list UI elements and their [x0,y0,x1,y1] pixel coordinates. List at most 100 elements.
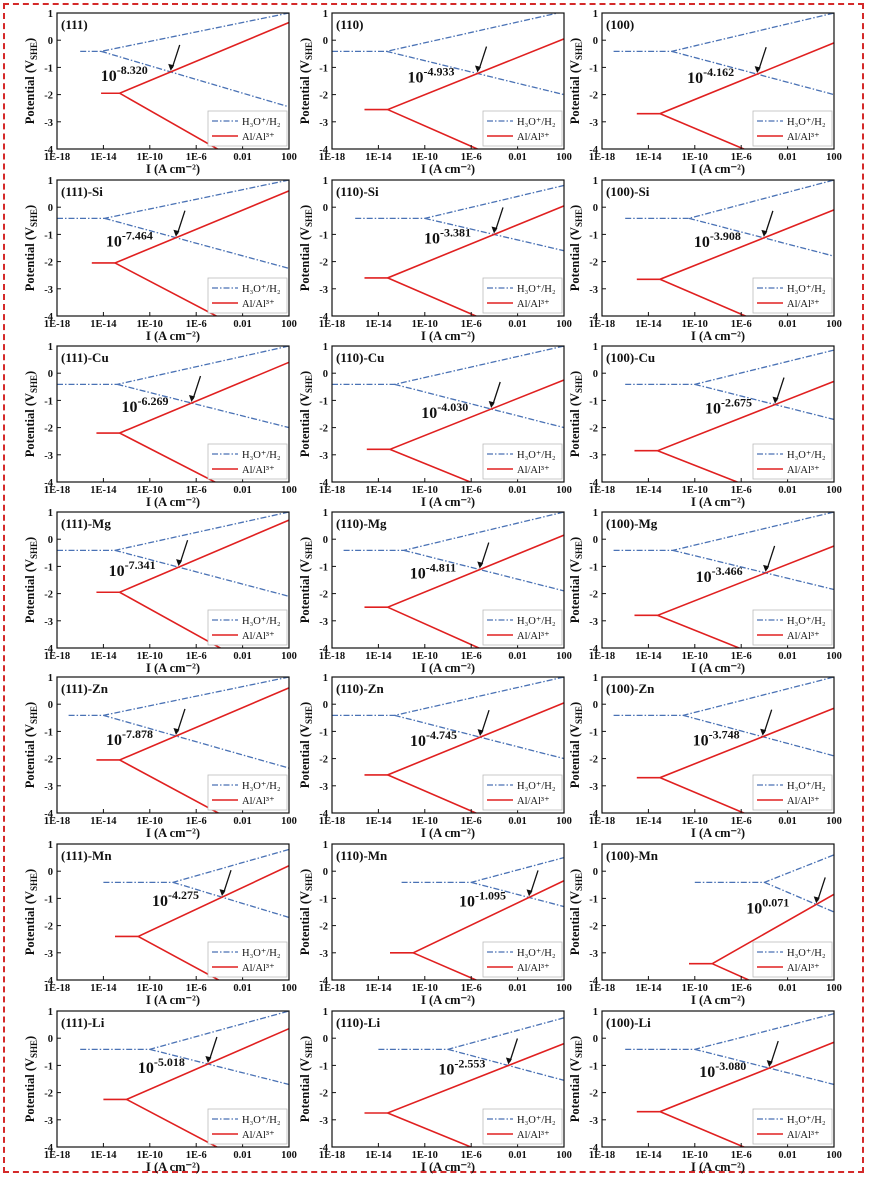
x-tick-label: 1E-18 [319,485,345,496]
x-tick-label: 1E-6 [461,485,482,496]
y-axis-title-subscript: SHE [29,209,39,227]
y-tick-label: 1 [323,840,328,851]
y-tick-label: -1 [44,562,53,573]
x-axis-title: I (A cm⁻²) [691,495,745,509]
corrosion-current-exponent: -4.811 [426,561,456,575]
y-tick-label: -4 [44,809,53,820]
corrosion-current-label: 10-5.018 [138,1055,185,1077]
x-axis-title: I (A cm⁻²) [421,162,475,176]
chart-panel: 10-4.811 1E-18 1E-14 1E-10 1E-6 0.01 100 1 0 -1 -2… [298,508,572,675]
x-axis-title: I (A cm⁻²) [691,826,745,840]
y-axis-title-close: ) [568,702,582,706]
corrosion-current-label: 10-1.095 [459,888,506,910]
y-tick-label: 0 [323,1034,328,1045]
x-tick-label: 1E-14 [365,651,392,662]
y-tick-label: -1 [44,63,53,74]
y-tick-label: -3 [589,1116,598,1127]
y-tick-label: -2 [44,1089,53,1100]
y-tick-label: -2 [44,424,53,435]
y-tick-label: -3 [44,782,53,793]
x-tick-label: 1E-14 [635,983,662,994]
x-tick-label: 0.01 [233,152,251,163]
chart-panel: 10-4.933 1E-18 1E-14 1E-10 1E-6 0.01 100 1 0 -1 -2… [298,9,572,176]
x-tick-label: 0.01 [508,485,526,496]
y-axis-title-close: ) [568,1036,582,1040]
plot-area [364,1017,564,1147]
y-axis-title-close: ) [298,38,312,42]
al-anodic-line [96,519,289,594]
y-tick-label: -4 [319,1143,328,1154]
al-cathodic-line [119,432,217,482]
y-tick-label: -1 [589,230,598,241]
plot-area [343,512,564,648]
y-axis-title: Potential (VSHE) [23,702,39,788]
al-anodic-line [636,707,834,779]
x-tick-label: 1E-6 [731,983,752,994]
y-axis-title-subscript: SHE [29,541,39,559]
h3o-cathodic-line [672,549,834,591]
plot-frame [56,511,290,649]
y-tick-label: 0 [323,36,328,47]
legend-label-h3o: H₃O⁺/H₂ [242,284,281,295]
x-tick-label: 1E-18 [319,651,345,662]
al-anodic-line [636,209,834,281]
x-tick-label: 0.01 [778,485,796,496]
y-tick-label: -2 [319,590,328,601]
y-tick-label: 0 [593,36,598,47]
legend-label-h3o: H₃O⁺/H₂ [242,1115,281,1126]
x-tick-label: 1E-18 [589,152,615,163]
y-tick-label: 0 [48,1034,53,1045]
arrow-head [488,401,495,409]
y-tick-label: -3 [44,285,53,296]
x-axis-title: I (A cm⁻²) [691,993,745,1007]
x-tick-label: 1E-10 [682,152,708,163]
y-axis-title-subscript: SHE [304,42,314,60]
y-axis-title-subscript: SHE [574,209,584,227]
legend-label-h3o: H₃O⁺/H₂ [242,781,281,792]
legend-label-al: Al/Al³⁺ [242,963,275,974]
x-tick-label: 1E-18 [44,983,70,994]
legend-label-al: Al/Al³⁺ [787,963,820,974]
arrow-line [192,375,202,400]
x-tick-label: 1E-18 [44,319,70,330]
x-tick-label: 100 [556,152,572,163]
y-axis-title-close: ) [298,537,312,541]
legend-label-h3o: H₃O⁺/H₂ [517,1115,556,1126]
chart-panel: 10-3.908 1E-18 1E-14 1E-10 1E-6 0.01 100 1 0 -1 -2… [568,176,842,343]
panel-label: (100)-Zn [606,681,655,696]
y-axis-title-subscript: SHE [574,42,584,60]
y-axis-title: Potential (VSHE) [298,1036,314,1122]
legend-box [207,1108,288,1145]
arrow-head [526,889,533,897]
x-tick-label: 1E-14 [635,152,662,163]
legend-label-h3o: H₃O⁺/H₂ [787,284,826,295]
y-axis-title-close: ) [298,205,312,209]
y-tick-label: -4 [589,478,598,489]
x-tick-label: 1E-18 [589,319,615,330]
y-axis-title: Potential (VSHE) [298,869,314,955]
x-tick-label: 1E-18 [44,651,70,662]
legend-label-h3o: H₃O⁺/H₂ [517,948,556,959]
y-tick-label: -1 [319,894,328,905]
x-tick-label: 1E-6 [731,651,752,662]
x-tick-label: 1E-14 [635,816,662,827]
y-tick-label: 0 [323,535,328,546]
y-tick-label: -2 [319,755,328,766]
y-tick-label: -3 [319,617,328,628]
x-axis-title: I (A cm⁻²) [146,1160,200,1174]
corrosion-current-label: 10-2.553 [438,1057,485,1079]
corrosion-current-exponent: -3.080 [715,1059,746,1073]
plot-frame [331,511,565,649]
arrow-head [219,889,226,897]
corrosion-current-label: 10-3.080 [699,1059,746,1081]
x-tick-label: 100 [556,816,572,827]
panel-label: (100)-Li [606,1015,651,1030]
x-tick-label: 0.01 [508,152,526,163]
y-axis-title-subscript: SHE [29,706,39,724]
al-cathodic-line [387,774,478,813]
chart-panel: 10-5.018 1E-18 1E-14 1E-10 1E-6 0.01 100 1 0 -1 -2… [23,1007,297,1174]
y-axis-title-close: ) [568,869,582,873]
x-tick-label: 100 [281,816,297,827]
plot-frame [331,12,565,150]
